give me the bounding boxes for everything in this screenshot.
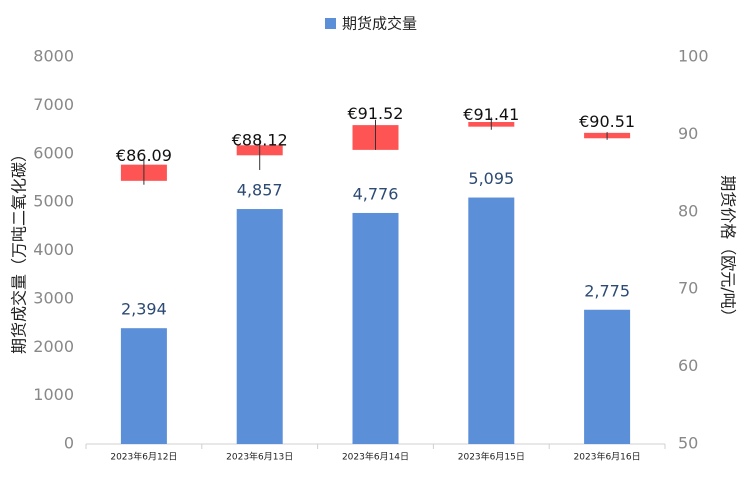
bar [236,209,283,444]
y2-tick-label: 100 [678,47,709,66]
price-label: €91.41 [463,105,519,124]
y2-tick-label: 60 [678,356,698,375]
legend-label: 期货成交量 [342,15,417,33]
bar [468,197,515,444]
bar [120,328,167,444]
y-tick-label: 1000 [33,385,74,404]
value-label: 2,394 [121,300,167,319]
y-axis-label: 期货成交量（万吨二氧化碳） [10,146,29,354]
y-tick-label: 0 [64,434,74,453]
x-tick-label: 2023年6月13日 [226,451,293,463]
value-label: 5,095 [468,169,514,188]
y-tick-label: 5000 [33,192,74,211]
x-tick-label: 2023年6月14日 [342,451,409,463]
price-label: €86.09 [116,146,172,165]
y-tick-label: 2000 [33,337,74,356]
y2-tick-label: 70 [678,279,698,298]
value-label: 4,857 [237,181,283,200]
y2-axis-label: 期货价格（欧元/吨） [719,175,738,324]
y-tick-label: 4000 [33,240,74,259]
y2-tick-label: 90 [678,124,698,143]
legend-swatch [325,18,336,29]
y-tick-label: 8000 [33,47,74,66]
value-label: 4,776 [353,184,399,203]
bar [352,212,399,444]
x-tick-label: 2023年6月15日 [458,451,525,463]
x-tick-label: 2023年6月12日 [110,451,177,463]
price-label: €90.51 [579,112,635,131]
y-tick-label: 3000 [33,288,74,307]
y2-tick-label: 80 [678,201,698,220]
y-tick-label: 6000 [33,143,74,162]
price-label: €91.52 [348,104,404,123]
price-label: €88.12 [232,130,288,149]
y-tick-label: 7000 [33,95,74,114]
x-tick-label: 2023年6月16日 [574,451,641,463]
y2-tick-label: 50 [678,434,698,453]
value-label: 2,775 [584,281,630,300]
bar [584,309,631,444]
